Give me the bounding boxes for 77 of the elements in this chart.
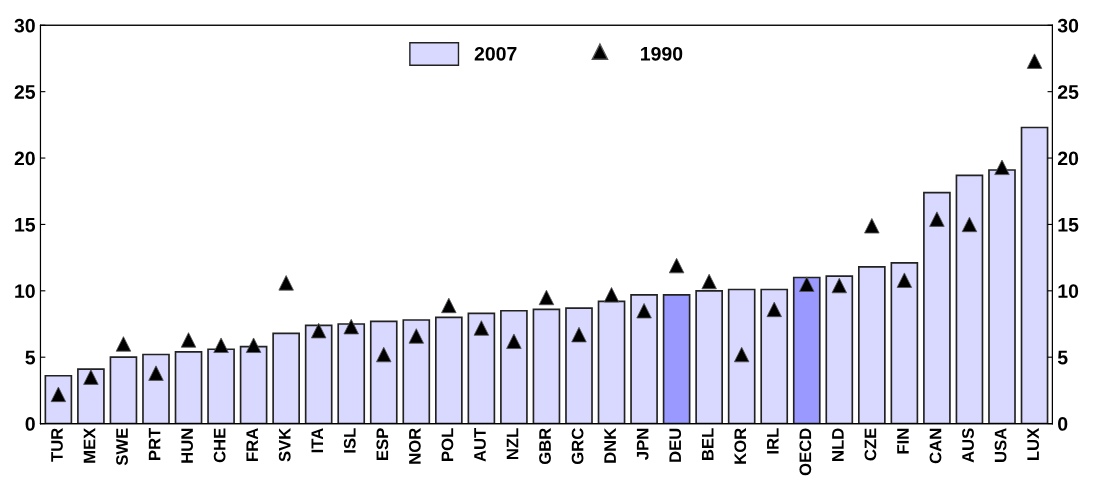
x-tick-label: FRA bbox=[246, 428, 258, 461]
bar bbox=[500, 309, 528, 424]
x-tick-label: IRL bbox=[767, 428, 779, 454]
bar bbox=[109, 356, 138, 424]
x-tick-label: DEU bbox=[669, 428, 682, 462]
y2-tick-label: 10 bbox=[1058, 284, 1079, 299]
x-tick-label: NLD bbox=[832, 428, 844, 461]
y-tick-label: 5 bbox=[25, 350, 36, 365]
x-tick-label: ISL bbox=[343, 428, 356, 453]
y-tick-label: 10 bbox=[15, 284, 35, 299]
y2-tick-label: 0 bbox=[1058, 417, 1068, 431]
y-tick-label: 15 bbox=[15, 218, 36, 232]
bar bbox=[434, 316, 463, 424]
x-tick-label: JPN bbox=[636, 428, 649, 460]
bar bbox=[272, 332, 300, 424]
bar bbox=[792, 276, 821, 424]
y-tick-label: 25 bbox=[14, 85, 36, 99]
bar bbox=[239, 345, 268, 424]
bar bbox=[142, 353, 170, 424]
x-tick-label: HUN bbox=[181, 428, 193, 463]
y2-tick-label: 15 bbox=[1058, 218, 1079, 232]
x-tick-label: GBR bbox=[539, 428, 551, 465]
bar bbox=[532, 308, 561, 424]
bar bbox=[825, 275, 854, 424]
bar bbox=[695, 289, 723, 424]
legend-label: 1990 bbox=[641, 46, 683, 61]
x-tick-label: CHE bbox=[213, 428, 226, 463]
y-tick-label: 20 bbox=[14, 151, 35, 166]
x-tick-label: CZE bbox=[864, 428, 877, 461]
bar bbox=[1020, 126, 1049, 424]
y2-tick-label: 5 bbox=[1057, 350, 1068, 365]
x-tick-label: ESP bbox=[376, 428, 389, 460]
bar bbox=[890, 262, 919, 424]
bar bbox=[760, 288, 789, 424]
bar bbox=[662, 293, 691, 424]
x-tick-label: NZL bbox=[506, 428, 519, 460]
x-tick-label: FIN bbox=[897, 428, 909, 454]
y2-tick-label: 25 bbox=[1057, 85, 1079, 99]
x-tick-label: USA bbox=[994, 428, 1007, 462]
x-tick-label: SVK bbox=[278, 427, 291, 462]
x-tick-label: GRC bbox=[571, 428, 584, 465]
x-tick-label: KOR bbox=[734, 428, 747, 464]
x-tick-label: AUT bbox=[474, 427, 486, 462]
bar bbox=[630, 293, 658, 424]
bar bbox=[727, 288, 756, 424]
bar bbox=[304, 324, 333, 424]
x-tick-label: PRT bbox=[148, 427, 161, 460]
bar bbox=[565, 307, 593, 424]
x-tick-label: AUS bbox=[962, 428, 974, 463]
bar bbox=[369, 320, 398, 424]
x-tick-label: TUR bbox=[51, 428, 63, 462]
x-tick-label: CAN bbox=[929, 428, 942, 464]
x-tick-label: BEL bbox=[701, 428, 714, 460]
bar bbox=[77, 368, 105, 424]
bar bbox=[988, 169, 1016, 424]
x-tick-label: SWE bbox=[116, 428, 128, 466]
bar bbox=[857, 266, 886, 424]
bar bbox=[402, 319, 431, 424]
x-tick-label: POL bbox=[441, 428, 454, 461]
x-tick-label: ITA bbox=[311, 428, 323, 453]
bar bbox=[597, 300, 626, 424]
x-tick-label: DNK bbox=[604, 427, 616, 463]
bar bbox=[337, 323, 366, 424]
y-tick-label: 30 bbox=[14, 18, 35, 33]
bar bbox=[174, 351, 203, 424]
legend-label: 2007 bbox=[474, 46, 517, 61]
bar bbox=[207, 348, 235, 424]
y-tick-label: 0 bbox=[25, 417, 35, 431]
y2-tick-label: 30 bbox=[1057, 18, 1079, 33]
bar bbox=[467, 312, 496, 424]
bar bbox=[955, 174, 984, 424]
x-tick-label: OECD bbox=[799, 428, 812, 476]
x-tick-label: MEX bbox=[83, 427, 96, 463]
x-tick-label: LUX bbox=[1027, 427, 1040, 460]
y2-tick-label: 20 bbox=[1057, 151, 1079, 166]
bar bbox=[923, 191, 951, 424]
x-tick-label: NOR bbox=[408, 428, 421, 464]
